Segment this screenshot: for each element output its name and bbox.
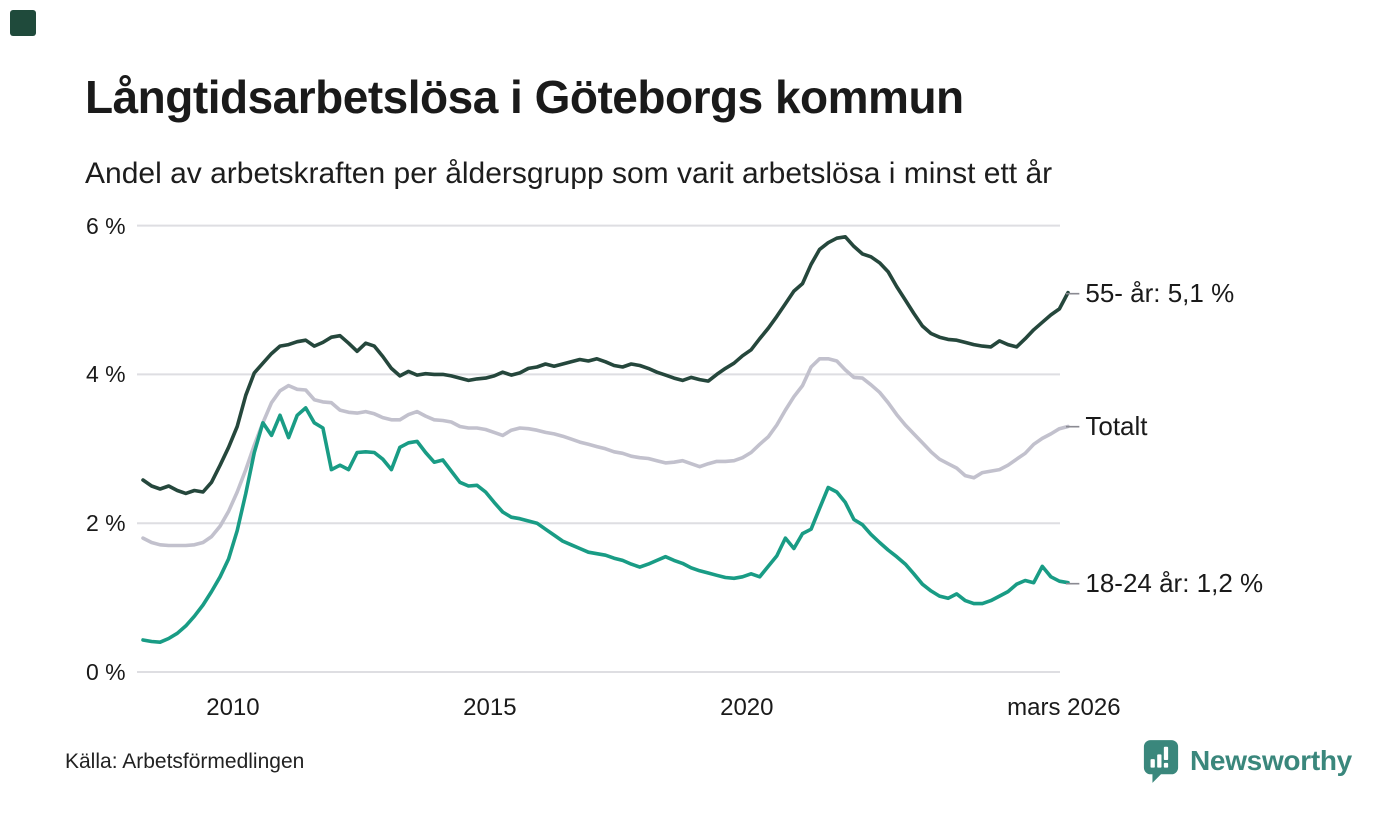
series-label-text: Totalt bbox=[1085, 411, 1148, 442]
series-line-55-r bbox=[141, 235, 1070, 496]
y-tick-label-4: 4 % bbox=[86, 361, 126, 388]
newsworthy-logo: Newsworthy bbox=[1142, 738, 1352, 784]
y-tick-label-6: 6 % bbox=[86, 212, 126, 239]
series-label-text: 55- år: 5,1 % bbox=[1085, 277, 1235, 308]
series-label-55-ar: – 55- år: 5,1 % bbox=[1066, 274, 1234, 312]
newsworthy-logo-icon bbox=[1143, 740, 1179, 783]
series-line-Totalt bbox=[141, 356, 1070, 548]
label-tick-icon: – bbox=[1066, 568, 1080, 596]
page-subtitle: Andel av arbetskraften per åldersgrupp s… bbox=[85, 157, 1053, 190]
label-tick-icon: – bbox=[1066, 412, 1080, 440]
series-label-18-24-ar: – 18-24 år: 1,2 % bbox=[1066, 564, 1263, 602]
x-tick-label-2020: 2020 bbox=[720, 694, 774, 721]
x-tick-label-mars-2026: mars 2026 bbox=[1007, 694, 1121, 721]
newsworthy-logo-text: Newsworthy bbox=[1190, 745, 1352, 776]
y-tick-label-0: 0 % bbox=[86, 659, 126, 685]
source-note: Källa: Arbetsförmedlingen bbox=[65, 750, 305, 773]
label-tick-icon: – bbox=[1066, 278, 1080, 306]
series-label-text: 18-24 år: 1,2 % bbox=[1085, 567, 1264, 598]
brand-corner-square bbox=[10, 10, 36, 36]
y-tick-label-2: 2 % bbox=[86, 510, 126, 537]
series-line-18-24-r bbox=[141, 406, 1070, 645]
series-label-totalt: – Totalt bbox=[1066, 407, 1148, 445]
x-tick-label-2010: 2010 bbox=[206, 694, 260, 721]
page-title: Långtidsarbetslösa i Göteborgs kommun bbox=[85, 71, 964, 123]
x-tick-label-2015: 2015 bbox=[463, 694, 517, 721]
